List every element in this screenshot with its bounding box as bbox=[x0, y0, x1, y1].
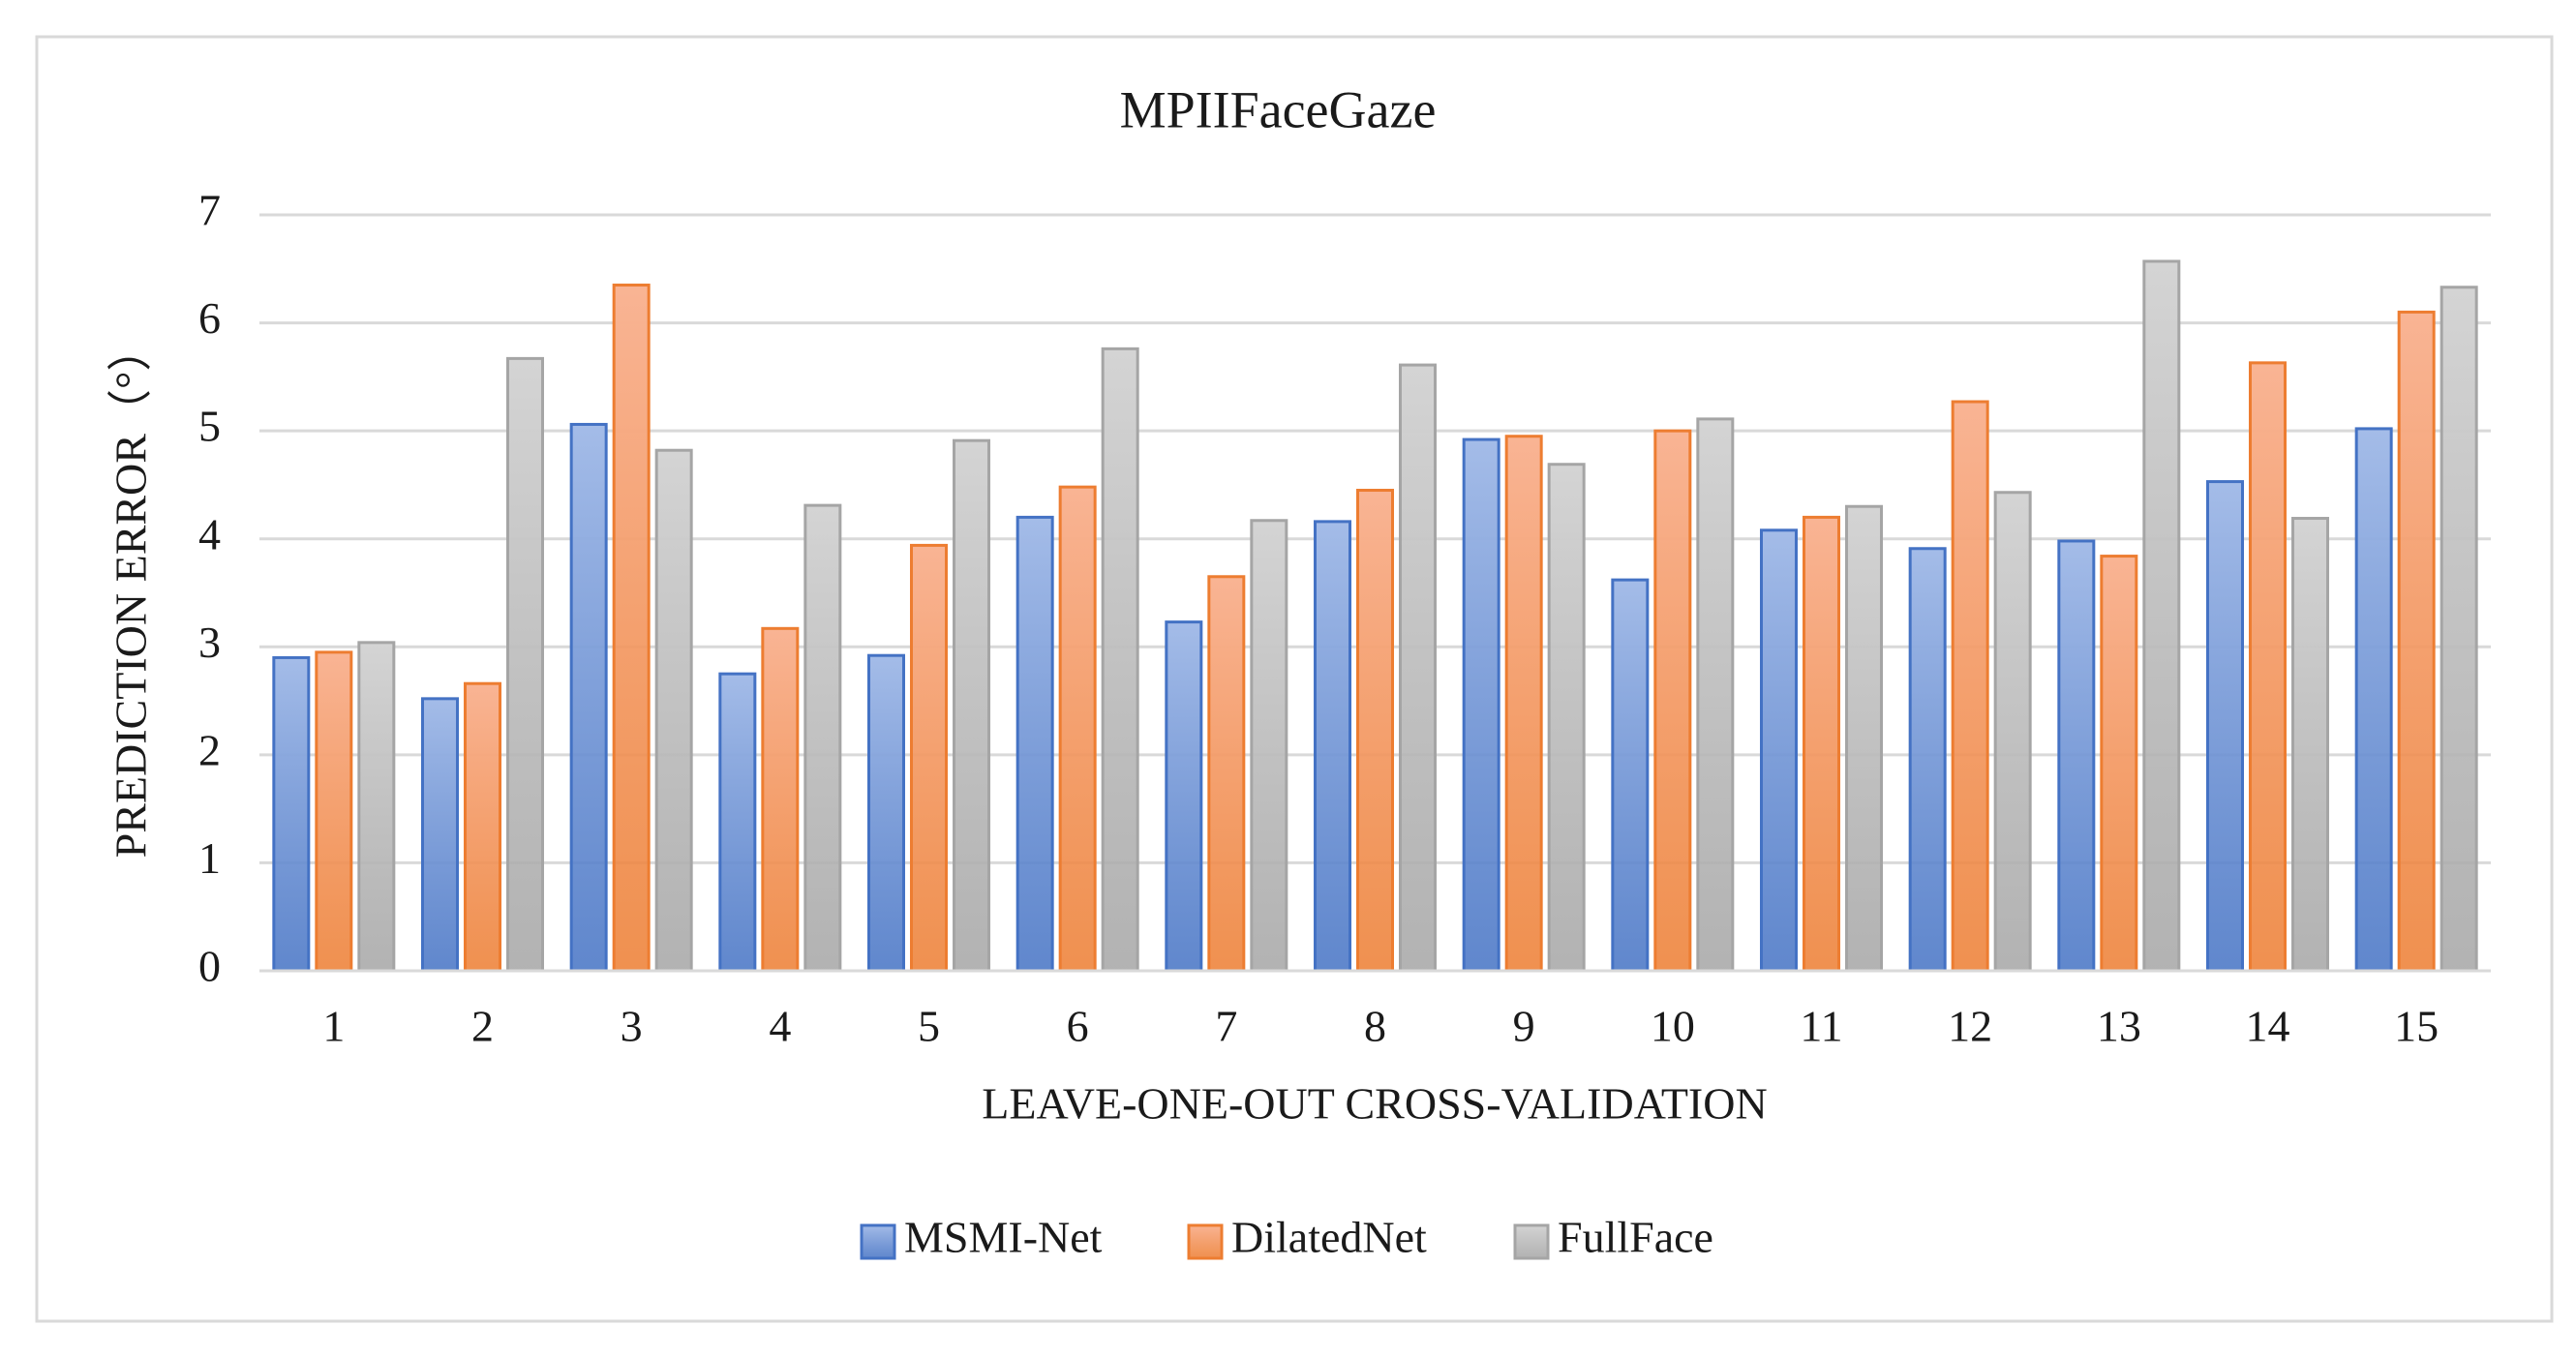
y-tick-label: 5 bbox=[198, 402, 221, 451]
x-tick-label: 15 bbox=[2394, 1002, 2439, 1051]
legend-swatch bbox=[1187, 1223, 1224, 1260]
bar bbox=[2206, 480, 2244, 973]
bar bbox=[910, 543, 948, 973]
bar bbox=[506, 356, 544, 973]
bar bbox=[1165, 620, 1203, 973]
bar bbox=[1015, 515, 1054, 973]
bar bbox=[1058, 485, 1097, 973]
bar bbox=[569, 422, 608, 973]
x-tick-label: 6 bbox=[1067, 1002, 1089, 1051]
bar bbox=[803, 503, 842, 973]
bar bbox=[464, 681, 501, 973]
legend-swatch bbox=[1513, 1223, 1550, 1260]
bar bbox=[1207, 575, 1246, 973]
x-axis-label: LEAVE-ONE-OUT CROSS-VALIDATION bbox=[982, 1079, 1767, 1129]
y-axis-label: PREDICTION ERROR（°） bbox=[106, 327, 156, 859]
x-tick-label: 9 bbox=[1513, 1002, 1535, 1051]
y-tick-label: 1 bbox=[198, 833, 221, 883]
bar bbox=[654, 448, 693, 973]
legend-label: FullFace bbox=[1558, 1213, 1713, 1262]
bar bbox=[1908, 547, 1947, 973]
bar bbox=[1399, 363, 1437, 973]
bar bbox=[272, 655, 311, 973]
y-tick-label: 0 bbox=[198, 942, 221, 991]
y-tick-label: 7 bbox=[198, 186, 221, 235]
x-tick-label: 13 bbox=[2097, 1002, 2141, 1051]
bar bbox=[315, 650, 353, 973]
bar bbox=[1993, 491, 2032, 973]
x-tick-label: 8 bbox=[1364, 1002, 1386, 1051]
bar bbox=[1653, 429, 1692, 973]
bar bbox=[2100, 555, 2138, 973]
legend-label: MSMI-Net bbox=[904, 1213, 1103, 1262]
legend-label: DilatedNet bbox=[1231, 1213, 1427, 1262]
bar bbox=[761, 626, 800, 973]
bar bbox=[1356, 489, 1394, 973]
chart-title: MPIIFaceGaze bbox=[1120, 80, 1437, 138]
y-tick-label: 4 bbox=[198, 509, 221, 558]
bar bbox=[953, 438, 990, 973]
bar bbox=[1250, 519, 1288, 973]
bar bbox=[1696, 417, 1735, 973]
x-tick-label: 4 bbox=[769, 1002, 791, 1051]
bar bbox=[718, 672, 757, 973]
bar bbox=[867, 653, 905, 973]
x-tick-label: 12 bbox=[1948, 1002, 1992, 1051]
bar bbox=[421, 697, 459, 973]
legend-swatch bbox=[860, 1223, 896, 1260]
bar bbox=[357, 641, 396, 973]
bar bbox=[1951, 400, 1989, 973]
bar bbox=[2057, 539, 2096, 973]
x-tick-label: 1 bbox=[322, 1002, 345, 1051]
x-tick-label: 14 bbox=[2246, 1002, 2290, 1051]
bar bbox=[1845, 504, 1883, 973]
bar bbox=[1611, 578, 1650, 973]
bar bbox=[1314, 520, 1351, 973]
bar bbox=[2440, 286, 2478, 973]
x-tick-label: 10 bbox=[1651, 1002, 1695, 1051]
y-tick-label: 3 bbox=[198, 618, 221, 667]
bar bbox=[2249, 361, 2287, 973]
x-tick-label: 2 bbox=[471, 1002, 494, 1051]
x-tick-label: 3 bbox=[621, 1002, 643, 1051]
x-tick-label: 7 bbox=[1215, 1002, 1237, 1051]
bar bbox=[1547, 463, 1586, 973]
bar bbox=[2354, 427, 2393, 973]
x-tick-label: 5 bbox=[918, 1002, 940, 1051]
y-tick-label: 6 bbox=[198, 293, 221, 343]
bar bbox=[2291, 517, 2329, 973]
bar bbox=[2142, 259, 2181, 973]
x-tick-label: 11 bbox=[1800, 1002, 1842, 1051]
bar bbox=[612, 284, 651, 973]
bar bbox=[1803, 515, 1840, 973]
y-tick-label: 2 bbox=[198, 725, 221, 774]
bar bbox=[1462, 437, 1500, 973]
bar bbox=[1504, 435, 1543, 973]
bar bbox=[1760, 528, 1798, 973]
bar bbox=[1101, 347, 1139, 973]
bar bbox=[2397, 310, 2436, 973]
